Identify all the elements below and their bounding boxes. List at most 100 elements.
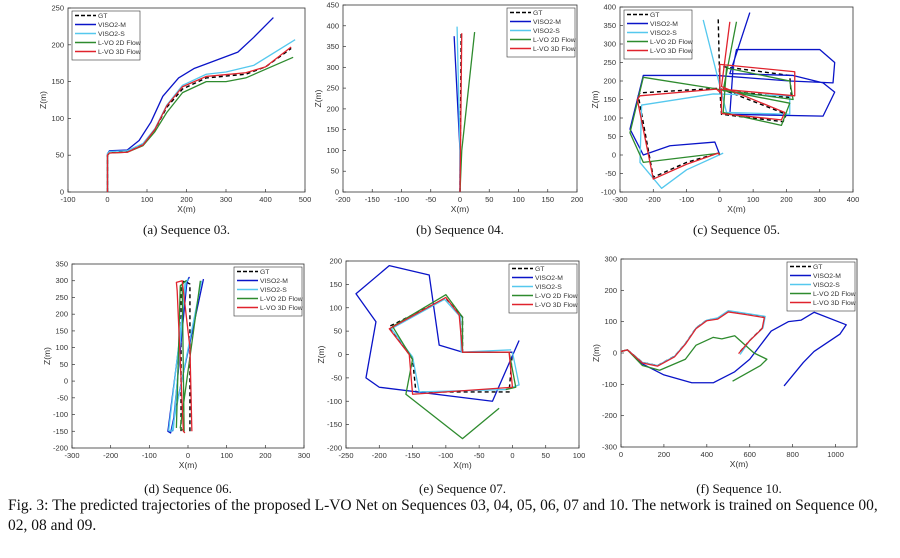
legend-label: GT	[98, 13, 107, 20]
y-tick-label: 400	[603, 3, 616, 12]
legend	[233, 266, 303, 317]
x-axis-label: X(m)	[451, 204, 470, 214]
y-tick-label: 0	[613, 349, 617, 358]
legend-label: L-VO 3D Flow	[535, 302, 578, 309]
y-axis-label: Z(m)	[38, 91, 48, 109]
y-tick-label: 100	[51, 114, 64, 123]
y-tick-label: 450	[326, 1, 339, 10]
legend-label: VISO2-S	[98, 31, 125, 38]
x-tick-label: 100	[141, 195, 154, 204]
x-tick-label: 200	[180, 195, 193, 204]
legend-label: GT	[813, 264, 822, 271]
legend-label: VISO2-M	[260, 278, 288, 285]
y-tick-label: 0	[335, 188, 339, 197]
y-tick-label: -50	[331, 373, 342, 382]
series-line-l-vo-3d-flow	[175, 280, 193, 434]
legend-label: VISO2-S	[813, 282, 840, 289]
legend-label: GT	[260, 269, 269, 276]
y-axis-label: Z(m)	[313, 89, 323, 107]
x-axis-label: X(m)	[730, 459, 749, 469]
y-tick-label: -200	[602, 411, 617, 420]
y-tick-label: 350	[326, 42, 339, 51]
y-tick-label: 100	[329, 303, 342, 312]
x-tick-label: 150	[541, 195, 554, 204]
x-axis-label: X(m)	[177, 204, 196, 214]
y-tick-label: 50	[608, 132, 616, 141]
y-tick-label: 0	[612, 151, 616, 160]
y-tick-label: 100	[326, 146, 339, 155]
x-tick-label: -150	[365, 195, 380, 204]
series-line-gt	[180, 280, 191, 432]
y-axis-label: Z(m)	[42, 347, 52, 365]
series-line-viso2-s	[168, 278, 203, 432]
y-tick-label: 350	[55, 260, 68, 269]
series-line-viso2-m	[106, 17, 274, 192]
series-line-l-vo-3d-flow	[620, 311, 765, 367]
x-tick-label: -250	[338, 451, 353, 460]
x-tick-label: -200	[335, 195, 350, 204]
legend-label: L-VO 2D Flow	[98, 40, 141, 47]
y-tick-label: 350	[603, 21, 616, 30]
legend-label: VISO2-S	[260, 287, 287, 294]
legend-label: L-VO 3D Flow	[650, 48, 693, 55]
legend-label: L-VO 3D Flow	[813, 300, 856, 307]
y-tick-label: 200	[51, 40, 64, 49]
y-tick-label: 50	[331, 167, 339, 176]
x-tick-label: 100	[747, 195, 760, 204]
y-tick-label: 150	[51, 77, 64, 86]
x-tick-label: 200	[259, 451, 272, 460]
y-tick-label: 300	[604, 255, 617, 264]
y-tick-label: 150	[55, 326, 68, 335]
y-tick-label: 50	[60, 360, 68, 369]
y-tick-label: -100	[602, 380, 617, 389]
x-tick-label: -150	[405, 451, 420, 460]
series-line-viso2-m	[620, 311, 847, 387]
x-tick-label: -100	[60, 195, 75, 204]
y-tick-label: -50	[57, 393, 68, 402]
legend-label: L-VO 2D Flow	[813, 291, 856, 298]
series-line-l-vo-2d-flow	[629, 21, 794, 164]
legend-label: GT	[650, 12, 659, 19]
y-tick-label: -150	[53, 427, 68, 436]
series-line-l-vo-2d-flow	[620, 335, 768, 382]
x-tick-label: 0	[619, 450, 623, 459]
x-tick-label: 1000	[827, 450, 844, 459]
x-tick-label: 0	[718, 195, 722, 204]
x-tick-label: 0	[458, 195, 462, 204]
y-tick-label: 250	[55, 293, 68, 302]
x-tick-label: -300	[64, 451, 79, 460]
x-tick-label: -100	[142, 451, 157, 460]
x-tick-label: 0	[186, 451, 190, 460]
x-tick-label: 100	[573, 451, 586, 460]
legend-label: L-VO 2D Flow	[650, 39, 693, 46]
y-tick-label: 50	[334, 327, 342, 336]
legend-label: L-VO 3D Flow	[533, 46, 576, 53]
series-line-l-vo-2d-flow	[391, 294, 517, 440]
x-tick-label: 50	[542, 451, 550, 460]
series-line-viso2-m	[355, 265, 520, 402]
y-tick-label: 200	[604, 286, 617, 295]
y-tick-label: -100	[53, 410, 68, 419]
subfigure-caption: (f) Sequence 10.	[696, 481, 782, 496]
legend-label: VISO2-S	[650, 30, 677, 37]
legend-label: VISO2-S	[535, 284, 562, 291]
x-tick-label: -100	[394, 195, 409, 204]
x-tick-label: -50	[474, 451, 485, 460]
x-tick-label: -200	[646, 195, 661, 204]
x-tick-label: 0	[510, 451, 514, 460]
y-tick-label: -100	[327, 397, 342, 406]
legend-label: VISO2-M	[535, 275, 563, 282]
x-tick-label: 200	[658, 450, 671, 459]
x-tick-label: -300	[612, 195, 627, 204]
legend-label: L-VO 2D Flow	[535, 293, 578, 300]
legend-label: L-VO 2D Flow	[260, 296, 303, 303]
y-tick-label: 100	[604, 317, 617, 326]
x-tick-label: 600	[743, 450, 756, 459]
y-tick-label: 250	[603, 58, 616, 67]
y-tick-label: -200	[327, 444, 342, 453]
y-axis-label: Z(m)	[316, 345, 326, 363]
y-tick-label: 300	[603, 40, 616, 49]
